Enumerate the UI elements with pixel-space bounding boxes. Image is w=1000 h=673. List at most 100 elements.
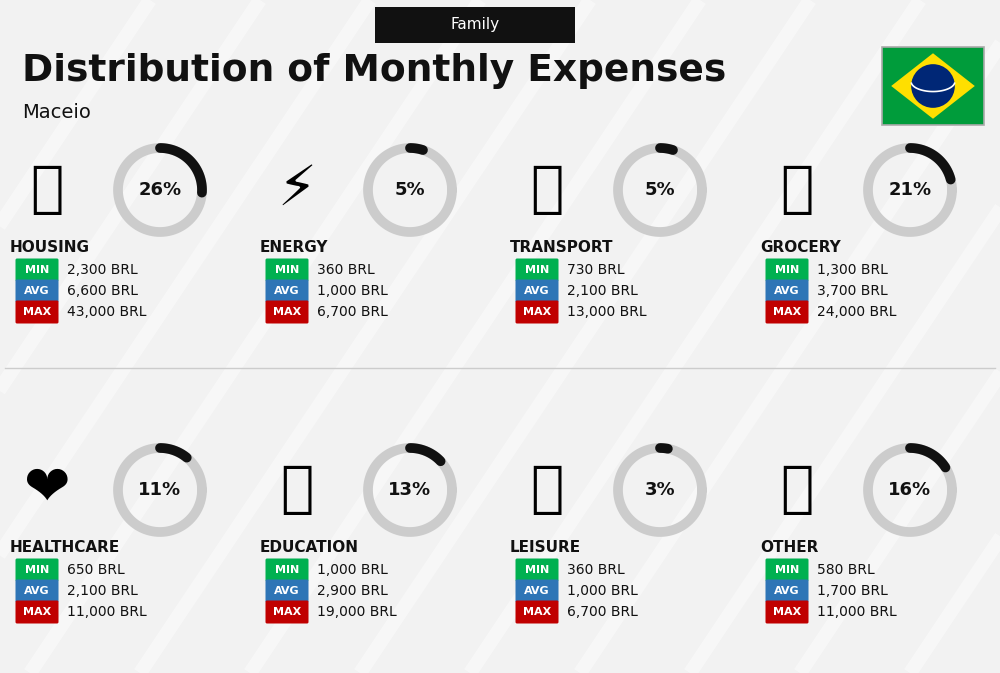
Text: AVG: AVG — [774, 586, 800, 596]
Text: MAX: MAX — [273, 607, 301, 617]
Text: 6,700 BRL: 6,700 BRL — [317, 305, 388, 319]
Text: AVG: AVG — [24, 286, 50, 296]
Text: 1,300 BRL: 1,300 BRL — [817, 263, 888, 277]
Text: AVG: AVG — [24, 586, 50, 596]
Text: TRANSPORT: TRANSPORT — [510, 240, 614, 256]
FancyBboxPatch shape — [516, 279, 558, 302]
Text: MIN: MIN — [275, 265, 299, 275]
Text: 1,000 BRL: 1,000 BRL — [317, 563, 388, 577]
FancyBboxPatch shape — [375, 7, 575, 43]
Text: MIN: MIN — [25, 565, 49, 575]
FancyBboxPatch shape — [266, 579, 308, 602]
Text: GROCERY: GROCERY — [760, 240, 841, 256]
Text: 🏢: 🏢 — [30, 163, 64, 217]
Text: 6,700 BRL: 6,700 BRL — [567, 605, 638, 619]
FancyBboxPatch shape — [15, 600, 58, 623]
Text: 24,000 BRL: 24,000 BRL — [817, 305, 896, 319]
Text: AVG: AVG — [774, 286, 800, 296]
Text: HOUSING: HOUSING — [10, 240, 90, 256]
Text: 3,700 BRL: 3,700 BRL — [817, 284, 888, 298]
Text: 2,100 BRL: 2,100 BRL — [567, 284, 638, 298]
Text: 6,600 BRL: 6,600 BRL — [67, 284, 138, 298]
FancyBboxPatch shape — [766, 600, 809, 623]
FancyBboxPatch shape — [15, 258, 58, 281]
Text: 360 BRL: 360 BRL — [567, 563, 625, 577]
Text: AVG: AVG — [274, 586, 300, 596]
FancyBboxPatch shape — [266, 258, 308, 281]
FancyBboxPatch shape — [266, 301, 308, 324]
Text: 19,000 BRL: 19,000 BRL — [317, 605, 397, 619]
FancyBboxPatch shape — [516, 600, 558, 623]
Text: 580 BRL: 580 BRL — [817, 563, 875, 577]
Text: 🚌: 🚌 — [530, 163, 564, 217]
Text: 🛒: 🛒 — [780, 163, 814, 217]
FancyBboxPatch shape — [266, 600, 308, 623]
Text: MAX: MAX — [273, 307, 301, 317]
Text: 11,000 BRL: 11,000 BRL — [67, 605, 147, 619]
Text: MIN: MIN — [25, 265, 49, 275]
Text: 2,300 BRL: 2,300 BRL — [67, 263, 138, 277]
Text: EDUCATION: EDUCATION — [260, 540, 359, 555]
Text: HEALTHCARE: HEALTHCARE — [10, 540, 120, 555]
Text: MAX: MAX — [23, 307, 51, 317]
Text: Distribution of Monthly Expenses: Distribution of Monthly Expenses — [22, 53, 726, 89]
FancyBboxPatch shape — [516, 579, 558, 602]
Text: 👜: 👜 — [780, 463, 814, 517]
Text: 1,000 BRL: 1,000 BRL — [567, 584, 638, 598]
Text: 1,000 BRL: 1,000 BRL — [317, 284, 388, 298]
Text: MIN: MIN — [775, 565, 799, 575]
Text: 5%: 5% — [395, 181, 425, 199]
Text: 2,100 BRL: 2,100 BRL — [67, 584, 138, 598]
FancyBboxPatch shape — [15, 579, 58, 602]
Text: 43,000 BRL: 43,000 BRL — [67, 305, 146, 319]
Text: Family: Family — [450, 17, 500, 32]
FancyBboxPatch shape — [15, 559, 58, 581]
Text: LEISURE: LEISURE — [510, 540, 581, 555]
Text: 🎓: 🎓 — [280, 463, 314, 517]
Text: 11%: 11% — [138, 481, 182, 499]
Text: MAX: MAX — [773, 307, 801, 317]
Text: MIN: MIN — [775, 265, 799, 275]
FancyBboxPatch shape — [266, 559, 308, 581]
FancyBboxPatch shape — [516, 301, 558, 324]
Text: 3%: 3% — [645, 481, 675, 499]
FancyBboxPatch shape — [882, 47, 984, 125]
Text: 650 BRL: 650 BRL — [67, 563, 125, 577]
Text: 21%: 21% — [888, 181, 932, 199]
Text: 26%: 26% — [138, 181, 182, 199]
Text: ❤️: ❤️ — [24, 463, 70, 517]
Text: Maceio: Maceio — [22, 104, 91, 122]
Text: 13%: 13% — [388, 481, 432, 499]
Text: AVG: AVG — [524, 286, 550, 296]
Text: 11,000 BRL: 11,000 BRL — [817, 605, 897, 619]
Text: MAX: MAX — [773, 607, 801, 617]
Polygon shape — [891, 53, 975, 118]
Circle shape — [911, 64, 955, 108]
FancyBboxPatch shape — [516, 258, 558, 281]
Text: 360 BRL: 360 BRL — [317, 263, 375, 277]
Text: MAX: MAX — [523, 307, 551, 317]
Text: OTHER: OTHER — [760, 540, 818, 555]
FancyBboxPatch shape — [766, 279, 809, 302]
Text: 16%: 16% — [888, 481, 932, 499]
FancyBboxPatch shape — [266, 279, 308, 302]
Text: ENERGY: ENERGY — [260, 240, 328, 256]
FancyBboxPatch shape — [15, 279, 58, 302]
Text: 730 BRL: 730 BRL — [567, 263, 625, 277]
Text: 5%: 5% — [645, 181, 675, 199]
Text: 🛍: 🛍 — [530, 463, 564, 517]
Text: AVG: AVG — [524, 586, 550, 596]
Text: MIN: MIN — [275, 565, 299, 575]
Text: 2,900 BRL: 2,900 BRL — [317, 584, 388, 598]
Text: MAX: MAX — [23, 607, 51, 617]
Text: MIN: MIN — [525, 265, 549, 275]
Text: ⚡: ⚡ — [278, 163, 316, 217]
Text: MIN: MIN — [525, 565, 549, 575]
Text: 13,000 BRL: 13,000 BRL — [567, 305, 647, 319]
Text: MAX: MAX — [523, 607, 551, 617]
FancyBboxPatch shape — [516, 559, 558, 581]
FancyBboxPatch shape — [766, 559, 809, 581]
FancyBboxPatch shape — [766, 301, 809, 324]
Text: AVG: AVG — [274, 286, 300, 296]
FancyBboxPatch shape — [766, 579, 809, 602]
